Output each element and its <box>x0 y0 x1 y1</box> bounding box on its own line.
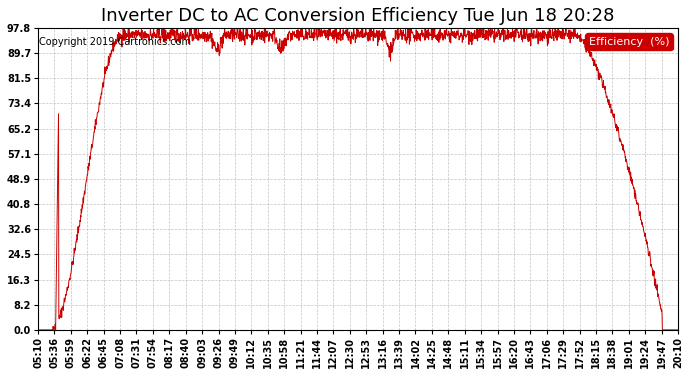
Text: Copyright 2019 Cartronics.com: Copyright 2019 Cartronics.com <box>39 37 191 47</box>
Legend: Efficiency  (%): Efficiency (%) <box>585 33 673 50</box>
Title: Inverter DC to AC Conversion Efficiency Tue Jun 18 20:28: Inverter DC to AC Conversion Efficiency … <box>101 7 615 25</box>
